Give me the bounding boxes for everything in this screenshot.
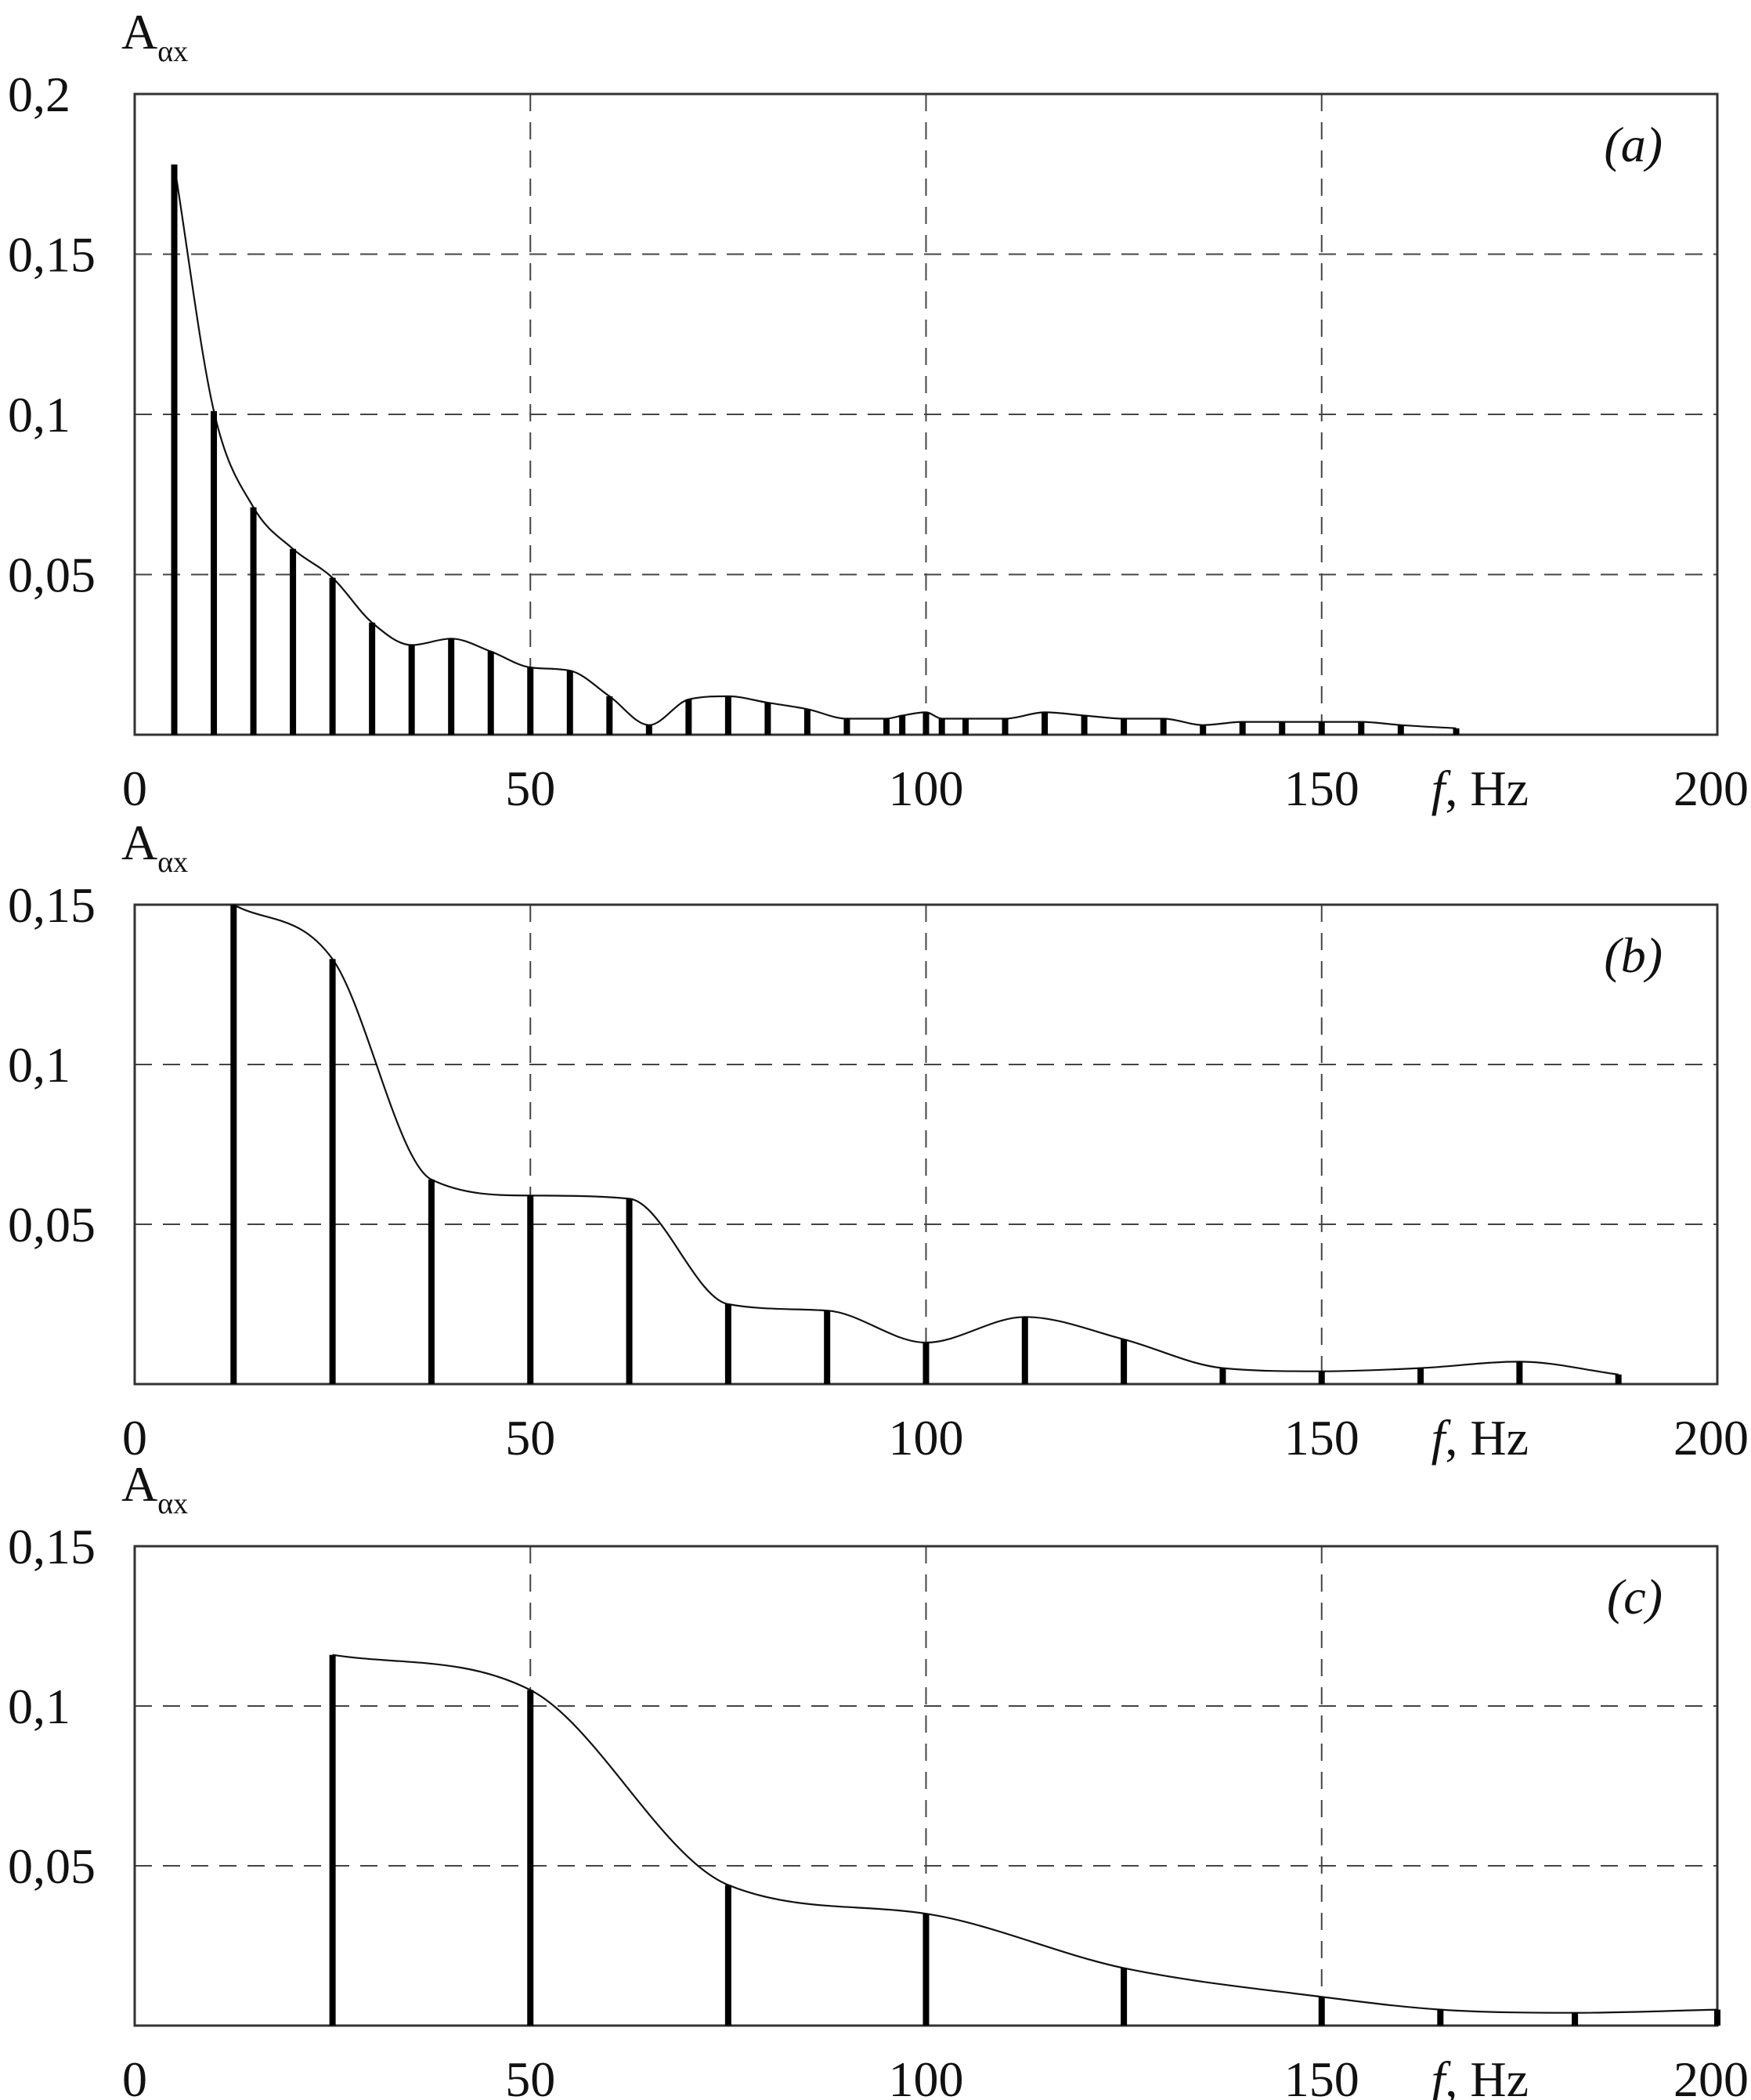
panel-label: (a) <box>1604 117 1663 172</box>
panel-a: 0 50 100 150 200 f, Hz 0,2 0,15 0,1 0,05 Aαx (a) <box>8 4 1749 816</box>
envelope-curve <box>173 164 1457 729</box>
x-tick-label: 100 <box>889 761 964 816</box>
y-axis-label: Aαx <box>121 1456 188 1520</box>
y-tick-label: 0,2 <box>8 67 70 122</box>
x-axis-label: f, Hz <box>1431 2051 1529 2100</box>
x-tick-label: 50 <box>505 2051 555 2100</box>
y-tick-label: 0,1 <box>8 387 70 443</box>
x-tick-label: 0 <box>122 2051 147 2100</box>
y-tick-label: 0,05 <box>8 1838 96 1894</box>
y-tick-label: 0,05 <box>8 1197 96 1252</box>
x-tick-label: 200 <box>1673 761 1749 816</box>
x-tick-label: 150 <box>1284 761 1359 816</box>
panel-c: 0 50 100 150 200 f, Hz 0,15 0,1 0,05 Aαx (c) <box>8 1456 1749 2100</box>
y-axis-label: Aαx <box>121 4 188 68</box>
x-axis-label: f, Hz <box>1431 1410 1529 1466</box>
x-tick-label: 0 <box>122 761 147 816</box>
panel-b: 0 50 100 150 200 f, Hz 0,15 0,1 0,05 Aαx (b) <box>8 815 1749 1466</box>
y-axis-label: Aαx <box>121 815 188 879</box>
x-axis-label: f, Hz <box>1431 761 1529 816</box>
y-tick-label: 0,1 <box>8 1037 70 1093</box>
x-tick-label: 200 <box>1673 2051 1749 2100</box>
x-tick-label: 0 <box>122 1410 147 1466</box>
x-tick-label: 200 <box>1673 1410 1749 1466</box>
y-tick-label: 0,05 <box>8 548 96 603</box>
y-tick-label: 0,15 <box>8 877 96 933</box>
y-tick-label: 0,1 <box>8 1679 70 1734</box>
x-tick-label: 100 <box>889 2051 964 2100</box>
panel-label: (c) <box>1607 1569 1663 1625</box>
envelope-curve <box>332 1654 1718 2014</box>
panel-label: (b) <box>1604 927 1663 983</box>
y-tick-label: 0,15 <box>8 227 96 283</box>
x-tick-label: 100 <box>889 1410 964 1466</box>
x-tick-label: 50 <box>505 1410 555 1466</box>
y-tick-label: 0,15 <box>8 1519 96 1574</box>
x-tick-label: 150 <box>1284 1410 1359 1466</box>
x-tick-label: 50 <box>505 761 555 816</box>
x-tick-label: 150 <box>1284 2051 1359 2100</box>
envelope-curve <box>233 904 1619 1375</box>
